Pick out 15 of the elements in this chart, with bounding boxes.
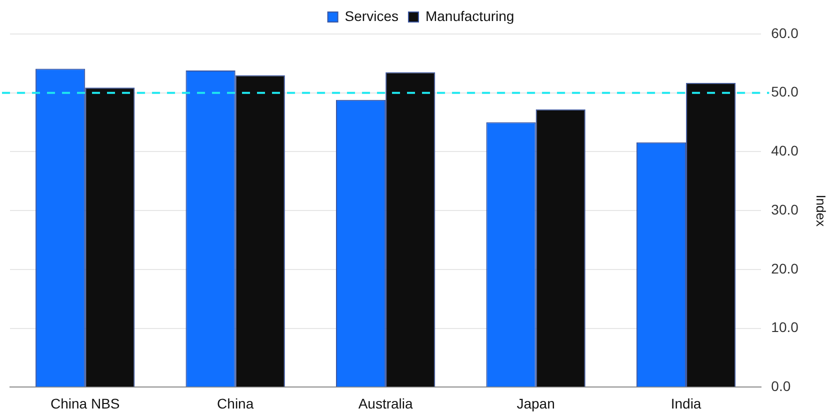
y-tick-label: 0.0 (771, 378, 791, 394)
x-tick-label: China NBS (50, 395, 120, 412)
x-tick-label: Japan (516, 395, 555, 412)
x-tick-label: China (217, 395, 254, 412)
x-tick-label: Australia (358, 395, 414, 412)
y-tick-label: 10.0 (771, 319, 799, 336)
y-tick-label: 40.0 (771, 142, 799, 159)
y-tick-label: 20.0 (771, 260, 799, 276)
x-tick-label: India (670, 395, 702, 412)
y-axis-title: Index (814, 194, 829, 227)
legend-label: Manufacturing (425, 8, 514, 24)
y-tick-label: 50.0 (771, 84, 799, 100)
y-tick-label: 60.0 (771, 24, 799, 41)
y-tick-label: 30.0 (771, 201, 799, 218)
legend-label: Services (344, 8, 398, 24)
